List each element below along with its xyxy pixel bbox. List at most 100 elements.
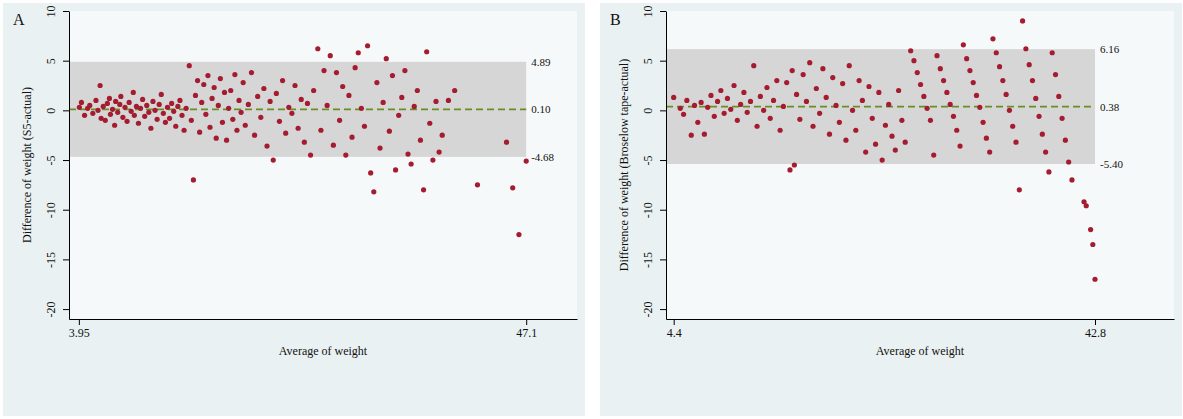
data-point bbox=[165, 105, 170, 110]
data-point bbox=[903, 140, 908, 145]
data-point bbox=[362, 124, 367, 129]
data-point bbox=[984, 136, 989, 141]
data-point bbox=[136, 121, 141, 126]
figure: 3.9547.1-20-15-10-505104.890.10-4.68AAve… bbox=[0, 0, 1183, 419]
data-point bbox=[105, 101, 110, 106]
data-point bbox=[824, 95, 829, 100]
data-point bbox=[199, 100, 204, 105]
data-point bbox=[951, 114, 956, 119]
data-point bbox=[980, 120, 985, 125]
data-point bbox=[232, 72, 237, 77]
data-point bbox=[954, 128, 959, 133]
data-point bbox=[797, 117, 802, 122]
data-point bbox=[356, 50, 361, 55]
data-point bbox=[203, 112, 208, 117]
data-point bbox=[948, 102, 953, 107]
data-point bbox=[893, 147, 898, 152]
panel-background bbox=[3, 3, 585, 416]
y-tick-mark bbox=[63, 110, 69, 111]
data-point bbox=[745, 110, 750, 115]
data-point bbox=[718, 88, 723, 93]
data-point bbox=[155, 117, 160, 122]
data-point bbox=[911, 58, 916, 63]
data-point bbox=[393, 167, 398, 172]
data-point bbox=[934, 53, 939, 58]
data-point bbox=[337, 118, 342, 123]
data-point bbox=[173, 124, 178, 129]
mean-line bbox=[69, 109, 526, 111]
data-point bbox=[837, 120, 842, 125]
data-point bbox=[181, 128, 186, 133]
data-point bbox=[792, 162, 797, 167]
data-point bbox=[340, 84, 345, 89]
data-point bbox=[840, 81, 845, 86]
data-point bbox=[1030, 78, 1035, 83]
x-tick: 42.8 bbox=[1085, 319, 1106, 340]
data-point bbox=[678, 106, 683, 111]
data-point bbox=[866, 84, 871, 89]
x-axis-line bbox=[667, 319, 1175, 320]
data-point bbox=[830, 75, 835, 80]
y-tick-label: 5 bbox=[641, 58, 655, 64]
data-point bbox=[171, 109, 176, 114]
y-tick: -10 bbox=[641, 202, 666, 218]
data-point bbox=[801, 72, 806, 77]
data-point bbox=[110, 107, 115, 112]
data-point bbox=[870, 116, 875, 121]
data-point bbox=[311, 88, 316, 93]
reference-label: 6.16 bbox=[1100, 43, 1120, 55]
data-point bbox=[850, 108, 855, 113]
y-tick-label: 10 bbox=[641, 6, 655, 18]
data-point bbox=[964, 56, 969, 61]
data-point bbox=[161, 111, 166, 116]
data-point bbox=[368, 170, 373, 175]
panel-background bbox=[600, 3, 1182, 416]
data-point bbox=[847, 63, 852, 68]
data-point bbox=[124, 119, 129, 124]
data-point bbox=[810, 124, 815, 129]
y-tick-mark bbox=[660, 210, 666, 211]
data-point bbox=[127, 100, 132, 105]
data-point bbox=[315, 46, 320, 51]
y-axis-title: Difference of weight (S5-actual) bbox=[20, 87, 34, 243]
data-point bbox=[268, 99, 273, 104]
data-point bbox=[1007, 108, 1012, 113]
data-point bbox=[396, 113, 401, 118]
data-point bbox=[971, 80, 976, 85]
data-point bbox=[271, 157, 276, 162]
data-point bbox=[412, 104, 417, 109]
data-point bbox=[475, 182, 480, 187]
data-point bbox=[899, 118, 904, 123]
x-tick: 47.1 bbox=[516, 319, 537, 340]
data-point bbox=[108, 112, 113, 117]
data-point bbox=[1066, 159, 1071, 164]
data-point bbox=[961, 42, 966, 47]
x-tick: 3.95 bbox=[69, 319, 90, 340]
x-tick: 4.4 bbox=[667, 319, 682, 340]
data-point bbox=[169, 101, 174, 106]
data-point bbox=[794, 92, 799, 97]
data-point bbox=[328, 53, 333, 58]
data-point bbox=[1059, 116, 1064, 121]
data-point bbox=[387, 129, 392, 134]
y-axis: -20-15-10-50510 bbox=[641, 6, 667, 320]
data-point bbox=[1017, 187, 1022, 192]
data-point bbox=[735, 118, 740, 123]
y-tick: -20 bbox=[641, 302, 666, 318]
data-point bbox=[189, 118, 194, 123]
data-point bbox=[280, 78, 285, 83]
y-tick-label: -10 bbox=[641, 202, 655, 218]
data-point bbox=[325, 103, 330, 108]
y-tick-mark bbox=[63, 259, 69, 260]
data-point bbox=[863, 149, 868, 154]
data-point bbox=[197, 130, 202, 135]
data-point bbox=[1027, 62, 1032, 67]
data-point bbox=[353, 65, 358, 70]
x-tick-label: 47.1 bbox=[516, 326, 537, 340]
y-tick-label: -5 bbox=[641, 156, 655, 166]
reference-label: 4.89 bbox=[531, 56, 551, 68]
data-point bbox=[113, 99, 118, 104]
data-point bbox=[446, 98, 451, 103]
data-point bbox=[377, 146, 382, 151]
panel-title: B bbox=[610, 11, 621, 28]
